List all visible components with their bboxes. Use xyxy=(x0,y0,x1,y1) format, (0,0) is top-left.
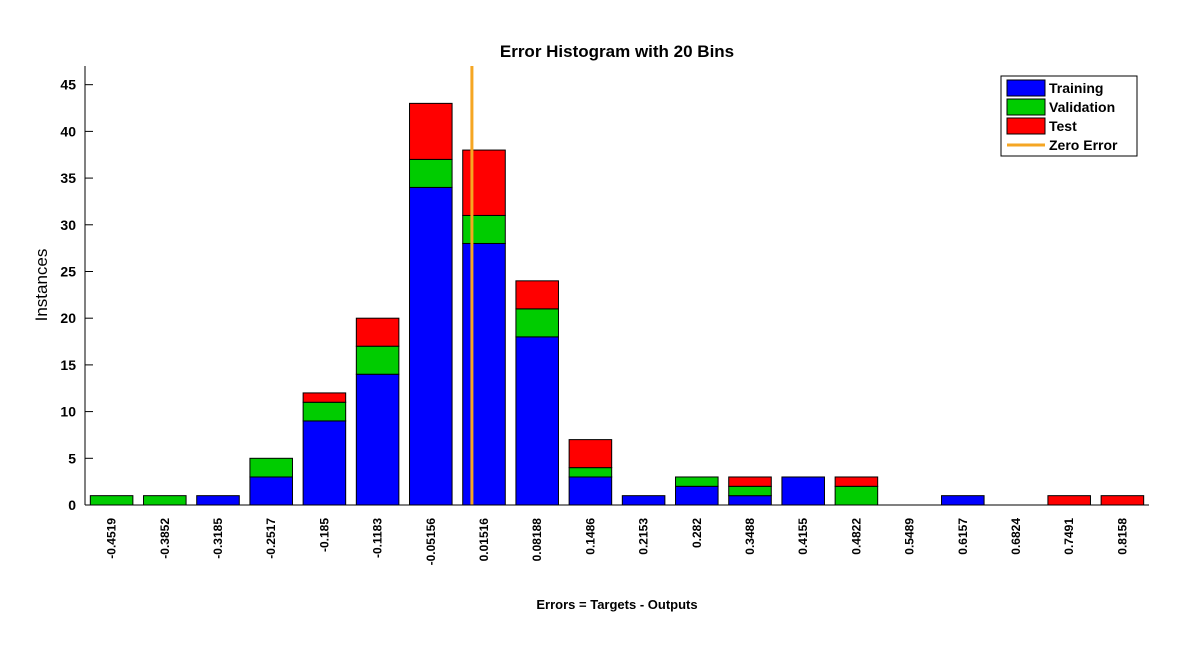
bar-validation-14 xyxy=(834,485,879,506)
y-tick-label: 35 xyxy=(60,170,76,186)
legend-label: Test xyxy=(1049,118,1077,134)
y-tick-label: 30 xyxy=(60,217,76,233)
x-tick-label: 0.3488 xyxy=(743,518,757,555)
x-tick-label: 0.8158 xyxy=(1115,518,1129,555)
bar-test-18 xyxy=(1047,495,1091,506)
bar-test-9 xyxy=(568,439,613,469)
x-tick-label: 0.7491 xyxy=(1062,518,1076,555)
plot-area: -0.4519 -0.3852 -0.3185 -0.2517 -0.185 -0.118… xyxy=(60,66,1149,565)
bar-validation-11 xyxy=(675,476,719,487)
x-tick-label: 0.08188 xyxy=(530,518,544,562)
y-tick-label: 5 xyxy=(68,450,76,466)
bar-validation-5 xyxy=(355,345,400,375)
bar-training-9 xyxy=(568,476,613,506)
x-tick-label: 0.4155 xyxy=(796,518,810,555)
bar-training-13 xyxy=(781,476,825,506)
legend-label: Zero Error xyxy=(1049,137,1118,153)
x-tick-label: -0.3185 xyxy=(211,518,225,559)
x-tick-label: -0.1183 xyxy=(371,518,385,558)
bar-validation-12 xyxy=(728,485,772,497)
x-tick-label: -0.2517 xyxy=(264,518,278,559)
x-tick-label: 0.01516 xyxy=(477,518,491,562)
bar-test-19 xyxy=(1100,495,1145,506)
legend-swatch-training xyxy=(1006,79,1046,97)
bar-test-7 xyxy=(462,149,506,216)
bar-training-12 xyxy=(728,495,772,506)
y-tick-label: 0 xyxy=(68,497,76,513)
y-tick-label: 10 xyxy=(60,404,76,420)
y-tick-label: 25 xyxy=(60,263,76,279)
x-tick-label: 0.4822 xyxy=(849,518,863,555)
x-tick-label: 0.1486 xyxy=(583,518,597,555)
bar-test-14 xyxy=(834,476,879,487)
chart-title: Error Histogram with 20 Bins xyxy=(500,42,734,61)
x-tick-label: -0.05156 xyxy=(424,518,438,566)
bar-test-6 xyxy=(409,102,453,160)
x-tick-label: -0.3852 xyxy=(158,518,172,559)
bar-training-11 xyxy=(675,485,719,506)
bar-test-8 xyxy=(515,280,559,310)
legend-swatch-validation xyxy=(1006,98,1046,116)
x-tick-label: 0.6157 xyxy=(956,518,970,555)
legend-swatch-test xyxy=(1006,117,1046,135)
x-tick-label: -0.4519 xyxy=(105,518,119,559)
y-tick-label: 40 xyxy=(60,123,76,139)
bar-training-16 xyxy=(941,495,985,506)
bar-validation-6 xyxy=(409,158,453,188)
bar-validation-7 xyxy=(462,214,506,244)
bar-test-12 xyxy=(728,476,772,487)
x-tick-label: -0.185 xyxy=(317,518,331,552)
bar-training-10 xyxy=(621,495,666,506)
bar-training-4 xyxy=(302,420,347,506)
x-axis-label: Errors = Targets - Outputs xyxy=(536,597,697,612)
bar-validation-1 xyxy=(143,495,187,506)
legend: Training Validation Test Zero Error xyxy=(1000,75,1138,157)
x-tick-label: 0.2153 xyxy=(637,518,651,555)
x-tick-label: 0.5489 xyxy=(903,518,917,555)
y-axis-label: Instances xyxy=(32,249,51,322)
bar-training-7 xyxy=(462,242,506,506)
bar-validation-8 xyxy=(515,308,559,338)
legend-label: Validation xyxy=(1049,99,1115,115)
bar-training-8 xyxy=(515,336,559,506)
y-tick-label: 20 xyxy=(60,310,76,326)
bar-test-5 xyxy=(355,317,400,347)
bar-training-3 xyxy=(249,476,293,506)
bar-training-5 xyxy=(355,373,400,506)
y-tick-label: 45 xyxy=(60,77,76,93)
x-tick-label: 0.6824 xyxy=(1009,518,1023,555)
bar-validation-4 xyxy=(302,401,347,422)
bar-validation-9 xyxy=(568,467,613,478)
bar-validation-0 xyxy=(89,495,134,506)
legend-label: Training xyxy=(1049,80,1103,96)
bar-training-6 xyxy=(409,186,453,506)
bar-training-2 xyxy=(196,495,240,506)
bar-validation-3 xyxy=(249,457,293,478)
x-tick-label: 0.282 xyxy=(690,518,704,548)
y-tick-label: 15 xyxy=(60,357,76,373)
bar-test-4 xyxy=(302,392,347,403)
